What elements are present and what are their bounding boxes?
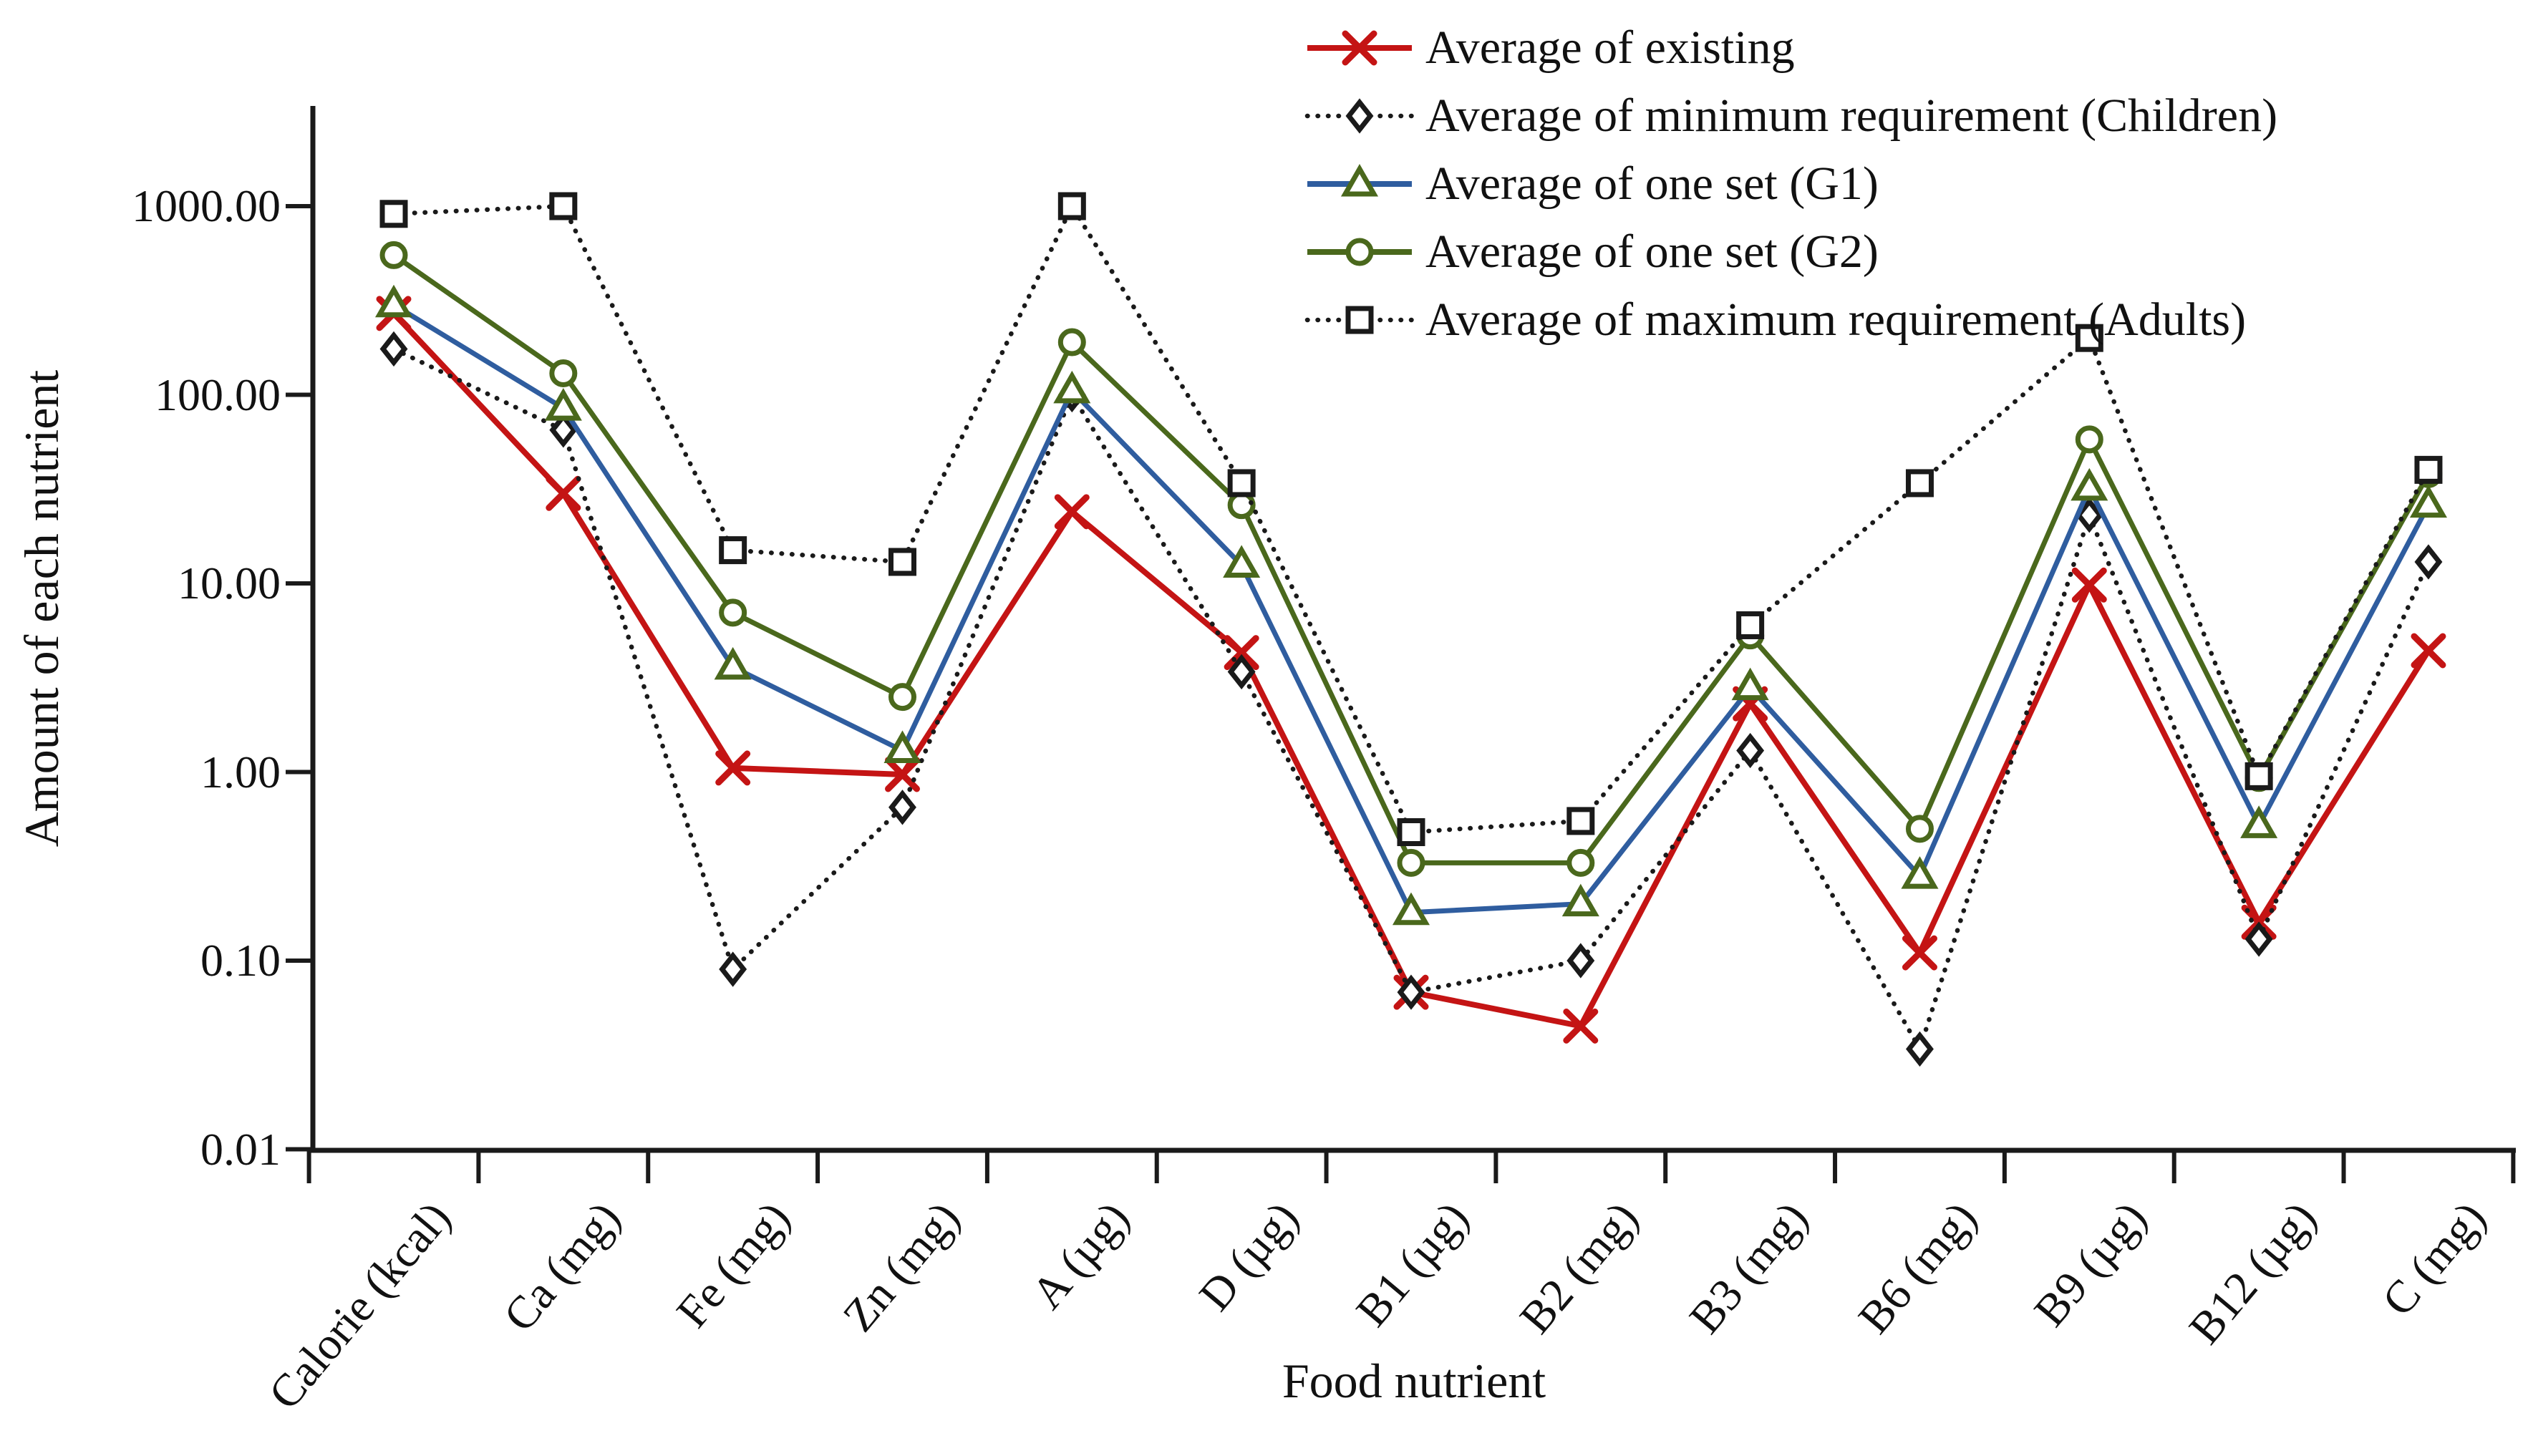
x-axis-title: Food nutrient xyxy=(1282,1354,1546,1408)
legend-sample-x xyxy=(1307,30,1412,66)
legend-sample-triangle xyxy=(1307,163,1412,197)
legend-item-2: Average of one set (G1) xyxy=(1304,153,1879,215)
square-marker xyxy=(1057,192,1086,220)
x-marker xyxy=(1054,494,1090,530)
triangle-marker xyxy=(2240,805,2278,838)
diamond-marker xyxy=(888,790,916,825)
y-tick-label: 0.01 xyxy=(200,1123,281,1175)
square-marker xyxy=(1905,469,1934,498)
diamond-marker xyxy=(549,412,578,448)
triangle-marker xyxy=(714,646,752,680)
x-marker xyxy=(715,750,751,786)
triangle-marker xyxy=(1561,883,1599,917)
y-tick-label: 100.00 xyxy=(155,369,281,420)
y-tick-label: 1.00 xyxy=(200,746,281,797)
series-markers-4 xyxy=(379,192,2443,846)
legend-sample-circle xyxy=(1307,238,1412,266)
square-marker xyxy=(2075,324,2103,352)
legend-label-4: Average of maximum requirement (Adults) xyxy=(1425,293,2247,346)
legend-sample-diamond xyxy=(1304,98,1415,134)
legend-label-2: Average of one set (G1) xyxy=(1425,157,1879,210)
y-tick-label: 1000.00 xyxy=(132,180,281,231)
triangle-marker xyxy=(374,284,413,318)
x-marker xyxy=(1902,935,1937,971)
legend-item-0: Average of existing xyxy=(1304,17,1795,79)
square-marker xyxy=(1566,807,1595,835)
y-tick-label: 0.10 xyxy=(200,935,281,986)
square-marker xyxy=(2244,762,2273,790)
circle-marker xyxy=(549,359,578,387)
triangle-marker xyxy=(883,730,921,763)
circle-marker xyxy=(719,598,747,627)
series-markers-2 xyxy=(374,284,2447,926)
diamond-marker xyxy=(379,331,408,367)
diamond-marker xyxy=(1566,943,1595,979)
square-marker xyxy=(379,200,408,228)
diamond-marker xyxy=(1906,1031,1934,1067)
square-marker xyxy=(1397,817,1425,846)
circle-marker xyxy=(1566,848,1595,877)
diamond-marker xyxy=(1345,98,1374,134)
square-marker xyxy=(888,548,916,576)
triangle-marker xyxy=(1901,856,1939,889)
y-tick-label: 10.00 xyxy=(178,558,281,608)
circle-marker xyxy=(1905,815,1934,843)
diamond-marker xyxy=(1397,974,1425,1010)
circle-marker xyxy=(2075,425,2103,454)
legend-item-4: Average of maximum requirement (Adults) xyxy=(1304,289,2246,351)
triangle-marker xyxy=(1340,163,1379,197)
square-marker xyxy=(1736,611,1765,639)
square-marker xyxy=(2414,455,2443,484)
circle-marker xyxy=(888,683,916,712)
x-marker xyxy=(1563,1008,1599,1044)
diamond-marker xyxy=(1227,654,1256,690)
diamond-marker xyxy=(719,951,747,987)
triangle-marker xyxy=(544,388,582,421)
triangle-marker xyxy=(1223,545,1261,578)
triangle-marker xyxy=(1731,667,1769,701)
legend-item-1: Average of minimum requirement (Children… xyxy=(1304,85,2277,147)
legend-item-3: Average of one set (G2) xyxy=(1304,221,1879,283)
triangle-marker xyxy=(1392,892,1430,926)
triangle-marker xyxy=(2409,485,2447,518)
square-marker xyxy=(1345,306,1374,334)
triangle-marker xyxy=(1053,370,1091,404)
x-marker xyxy=(884,757,920,792)
legend-label-1: Average of minimum requirement (Children… xyxy=(1425,89,2278,142)
x-marker xyxy=(2071,567,2107,603)
diamond-marker xyxy=(2414,544,2443,580)
x-marker xyxy=(546,475,581,511)
triangle-marker xyxy=(2071,467,2108,501)
circle-marker xyxy=(1345,238,1374,266)
diamond-marker xyxy=(2244,921,2273,957)
x-marker xyxy=(1224,635,1259,671)
diamond-marker xyxy=(1736,732,1765,769)
square-marker xyxy=(719,536,747,565)
series-line-1 xyxy=(391,346,2431,1052)
square-marker xyxy=(1227,469,1256,498)
x-marker xyxy=(2411,633,2446,669)
x-marker xyxy=(1342,30,1377,66)
legend-label-0: Average of existing xyxy=(1425,21,1795,74)
circle-marker xyxy=(379,241,408,269)
legend-sample-square xyxy=(1304,306,1415,334)
square-marker xyxy=(549,192,578,220)
circle-marker xyxy=(1397,848,1425,877)
circle-marker xyxy=(1057,328,1086,356)
legend-label-3: Average of one set (G2) xyxy=(1425,225,1879,278)
